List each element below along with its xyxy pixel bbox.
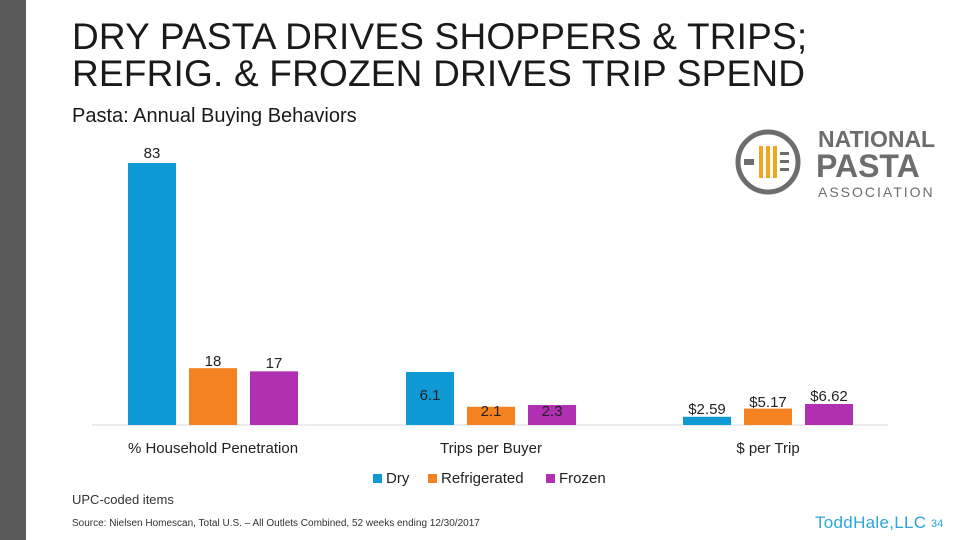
national-pasta-association-logo: NATIONAL PASTA ASSOCIATION — [735, 126, 935, 200]
legend-label-refrigerated: Refrigerated — [441, 470, 524, 487]
value-label-refrigerated-group-3: $5.17 — [749, 394, 787, 411]
logo-fork-icon — [759, 146, 789, 178]
value-label-frozen-group-2: 2.3 — [542, 403, 563, 420]
left-accent-bar — [0, 0, 26, 540]
chart-subtitle: Pasta: Annual Buying Behaviors — [72, 105, 357, 127]
legend-swatch-dry — [373, 474, 382, 483]
legend-label-frozen: Frozen — [559, 470, 606, 487]
legend-label-dry: Dry — [386, 470, 410, 487]
legend-swatch-refrigerated — [428, 474, 437, 483]
value-label-refrigerated-group-1: 18 — [205, 353, 222, 370]
chart-category-labels: % Household Penetration Trips per Buyer $ … — [128, 440, 800, 457]
bar-frozen-group-2 — [528, 405, 576, 425]
logo-text-pasta: PASTA — [816, 148, 920, 184]
category-label-3: $ per Trip — [736, 440, 799, 457]
value-label-dry-group-2: 6.1 — [420, 387, 441, 404]
logo-text-national: NATIONAL — [818, 126, 935, 152]
slide-title-line-2: REFRIG. & FROZEN DRIVES TRIP SPEND — [72, 53, 806, 94]
chart-legend: Dry Refrigerated Frozen — [373, 470, 606, 487]
bar-frozen-group-1 — [250, 371, 298, 425]
logo-plug-icon — [744, 159, 754, 165]
bar-refrigerated-group-3 — [744, 408, 792, 425]
bar-frozen-group-3 — [805, 404, 853, 425]
bar-refrigerated-group-2 — [467, 406, 515, 425]
chart-bars — [128, 163, 853, 425]
logo-ring-icon — [735, 129, 801, 195]
bar-refrigerated-group-1 — [189, 368, 237, 425]
brand-logo-text: ToddHale,LLC — [815, 513, 927, 532]
slide-title-line-1: DRY PASTA DRIVES SHOPPERS & TRIPS; — [72, 16, 808, 57]
footnote: UPC-coded items — [72, 492, 174, 507]
source-note: Source: Nielsen Homescan, Total U.S. – A… — [72, 518, 480, 529]
value-label-dry-group-3: $2.59 — [688, 401, 726, 418]
chart-value-labels: 83 18 17 6.1 2.1 2.3 $2.59 $5.17 $6.62 — [144, 145, 848, 420]
legend-swatch-frozen — [546, 474, 555, 483]
value-label-frozen-group-1: 17 — [266, 355, 283, 372]
category-label-2: Trips per Buyer — [440, 440, 542, 457]
value-label-dry-group-1: 83 — [144, 145, 161, 162]
bar-dry-group-2 — [406, 372, 454, 425]
category-label-1: % Household Penetration — [128, 440, 298, 457]
value-label-frozen-group-3: $6.62 — [810, 388, 848, 405]
bar-dry-group-1 — [128, 163, 176, 425]
slide-title: DRY PASTA DRIVES SHOPPERS & TRIPS; REFRI… — [72, 18, 807, 92]
bar-dry-group-3 — [683, 416, 731, 425]
value-label-refrigerated-group-2: 2.1 — [481, 403, 502, 420]
page-number: 34 — [931, 518, 944, 530]
logo-text-association: ASSOCIATION — [818, 184, 935, 200]
